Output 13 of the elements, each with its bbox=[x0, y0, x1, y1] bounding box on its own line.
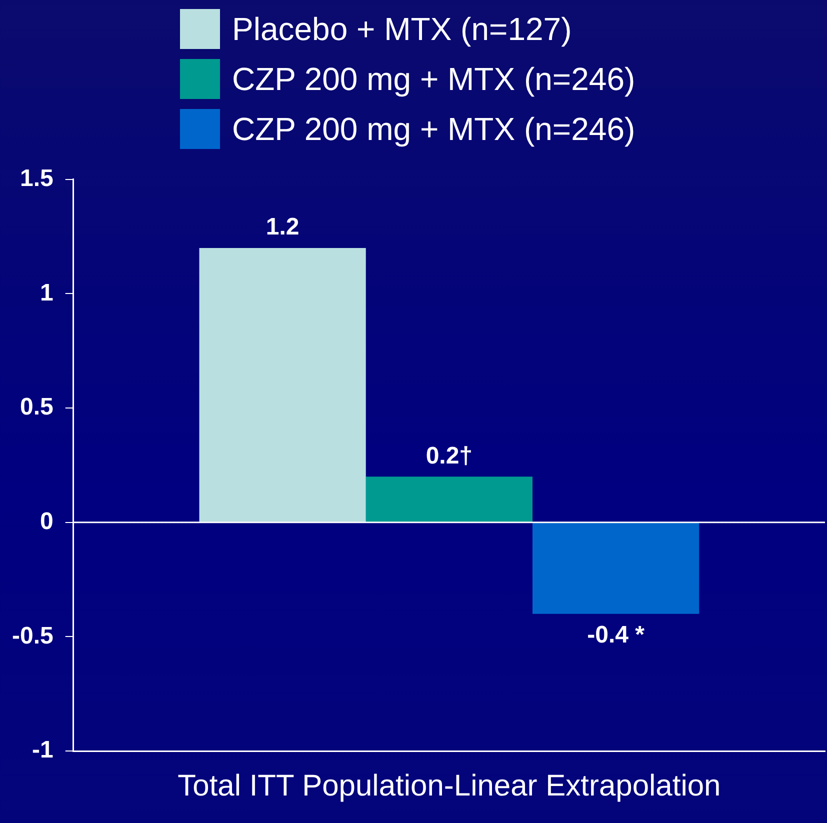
x-tick-label: Total ITT Population-Linear Extrapolation bbox=[178, 769, 721, 802]
legend-label: CZP 200 mg + MTX (n=246) bbox=[232, 110, 636, 148]
data-label: -0.4 * bbox=[587, 621, 646, 648]
y-tick-label: -0.5 bbox=[12, 622, 54, 650]
y-tick-label: 1 bbox=[40, 279, 54, 306]
y-tick-label: 1.5 bbox=[20, 165, 54, 192]
data-label: 1.2 bbox=[266, 214, 300, 241]
y-tick-label: -1 bbox=[32, 736, 54, 764]
data-label: 0.2† bbox=[426, 442, 473, 470]
y-tick-label: 0 bbox=[40, 508, 54, 535]
y-tick-label: 0.5 bbox=[20, 394, 54, 421]
legend-label: CZP 200 mg + MTX (n=246) bbox=[232, 60, 636, 98]
legend-label: Placebo + MTX (n=127) bbox=[232, 10, 572, 48]
